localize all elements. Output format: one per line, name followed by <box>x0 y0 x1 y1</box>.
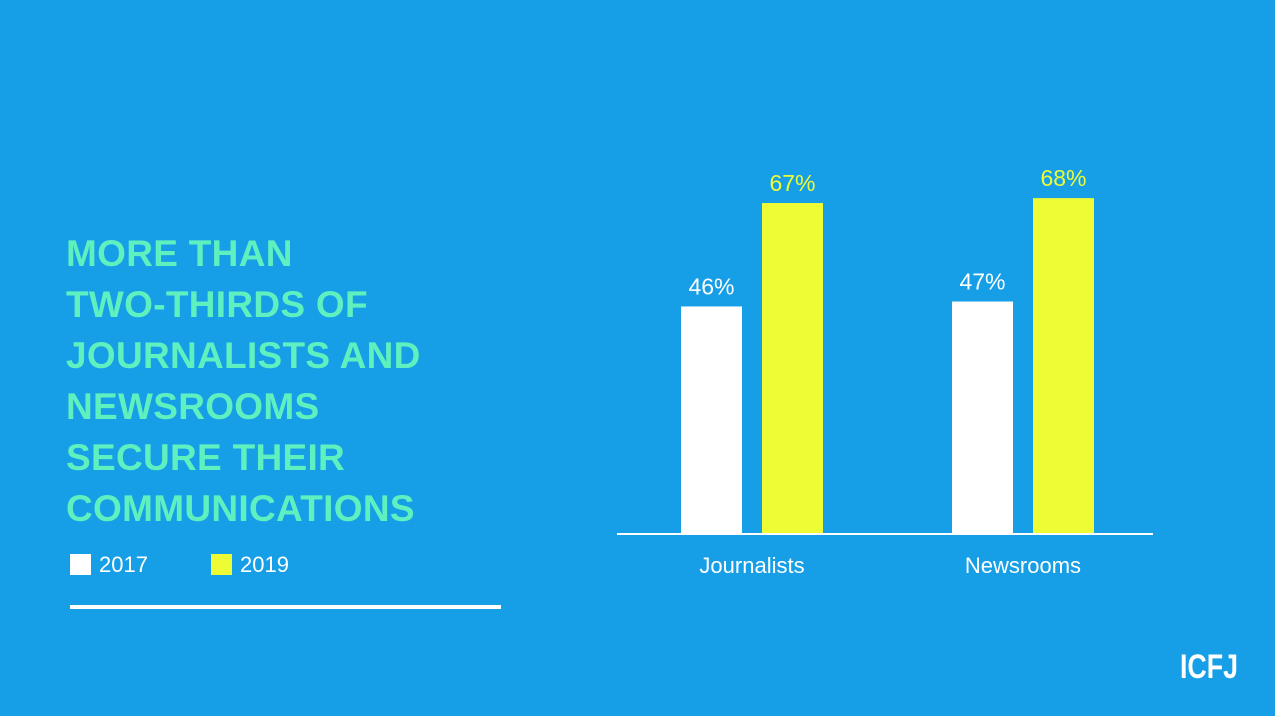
data-label-journalists-2019: 67% <box>769 170 815 196</box>
icfj-logo: ICFJ <box>1180 648 1238 685</box>
headline-line: TWO-THIRDS OF <box>66 284 368 325</box>
bar-newsrooms-2017 <box>952 301 1013 533</box>
data-label-journalists-2017: 46% <box>688 273 734 299</box>
headline-line: JOURNALISTS AND <box>66 335 421 376</box>
legend: 2017 2019 <box>70 552 370 578</box>
legend-label-2019: 2019 <box>240 552 289 577</box>
category-label-journalists: Journalists <box>699 553 804 578</box>
headline-line: MORE THAN <box>66 233 293 274</box>
legend-swatch-2019 <box>211 554 232 575</box>
headline-line: SECURE THEIR <box>66 437 346 478</box>
legend-label-2017: 2017 <box>99 552 148 577</box>
bar-journalists-2019 <box>762 203 823 533</box>
data-label-newsrooms-2017: 47% <box>959 269 1005 295</box>
headline-line: COMMUNICATIONS <box>66 488 415 529</box>
data-label-newsrooms-2019: 68% <box>1040 165 1086 191</box>
logo-text: ICFJ <box>1180 648 1238 685</box>
legend-swatch-2017 <box>70 554 91 575</box>
headline: MORE THAN TWO-THIRDS OF JOURNALISTS AND … <box>66 228 586 534</box>
bar-newsrooms-2019 <box>1033 198 1094 533</box>
bar-journalists-2017 <box>681 306 742 533</box>
headline-line: NEWSROOMS <box>66 386 320 427</box>
category-label-newsrooms: Newsrooms <box>965 553 1081 578</box>
divider-line <box>70 605 501 609</box>
